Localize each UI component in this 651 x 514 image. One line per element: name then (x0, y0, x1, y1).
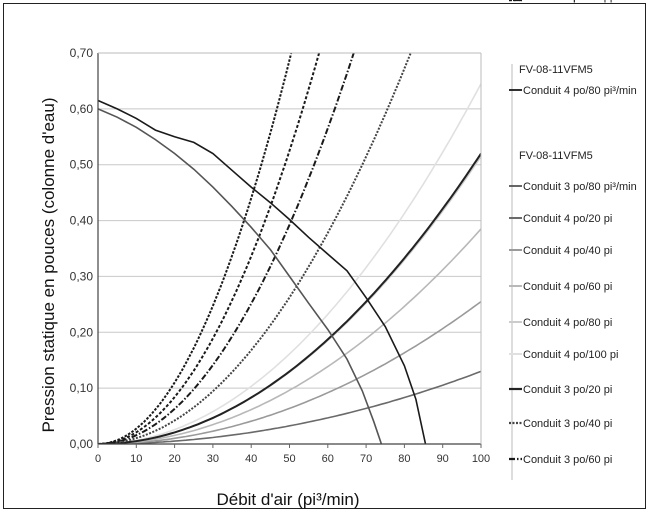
duct-curve-6 (98, 152, 481, 444)
fan-curve-2 (98, 108, 383, 444)
legend-label: Conduit 4 po/100 pi (523, 349, 618, 361)
duct-curve-4 (98, 155, 481, 444)
x-tick-label: 50 (283, 453, 295, 465)
legend-header: FV-08-11VFM5 (519, 150, 593, 162)
x-tick-label: 30 (207, 453, 219, 465)
legend-label: Conduit 4 po/80 pi³/min (523, 85, 637, 97)
x-axis-ticks: 0 10 20 30 40 50 60 70 80 90 100 (95, 444, 490, 465)
duct-curve-2 (98, 300, 481, 444)
legend-header: FV-08-11VFM5 (519, 64, 593, 76)
x-tick-label: 10 (130, 453, 142, 465)
x-tick-label: 100 (472, 453, 490, 465)
fan-curve-1 (98, 99, 427, 444)
x-tick-label: 80 (398, 453, 410, 465)
axes (97, 52, 482, 445)
legend-label: Conduit 3 po/60 pi (523, 454, 612, 466)
y-tick-label: 0,10 (70, 381, 94, 395)
legend-label: Conduit 3 po/40 pi (523, 418, 612, 430)
duct-curve-8 (98, 53, 355, 444)
y-tick-label: 0,30 (70, 269, 94, 283)
y-tick-label: 0,60 (70, 102, 94, 116)
duct-curve-9 (98, 53, 321, 444)
duct-curve-7 (98, 53, 412, 444)
x-tick-label: 0 (95, 453, 101, 465)
legend-label: Conduit 3 po/80 pi³/min (523, 181, 637, 193)
y-tick-label: 0,50 (70, 158, 94, 172)
data-curves (98, 53, 481, 444)
grid-lines (98, 52, 481, 445)
duct-curve-5 (98, 83, 481, 444)
y-tick-label: 0,70 (70, 46, 94, 60)
x-tick-label: 60 (322, 453, 334, 465)
duct-curve-3 (98, 228, 481, 444)
y-tick-label: 0,00 (70, 437, 94, 451)
x-tick-label: 40 (245, 453, 257, 465)
x-axis-label: Débit d'air (pi³/min) (216, 490, 359, 509)
legend-label: Conduit 4 po/40 pi (523, 245, 612, 257)
legend-label: Conduit 3 po/80 pi (523, 0, 612, 3)
legend-label: Conduit 3 po/100 pi (523, 0, 618, 3)
y-tick-label: 0,40 (70, 214, 94, 228)
x-tick-label: 90 (437, 453, 449, 465)
duct-curve-1 (98, 370, 481, 444)
y-axis-ticks: 0,00 0,10 0,20 0,30 0,40 0,50 0,60 0,70 (70, 46, 94, 451)
x-tick-label: 20 (168, 453, 180, 465)
x-tick-label: 70 (360, 453, 372, 465)
y-tick-label: 0,20 (70, 325, 94, 339)
legend: FV-08-11VFM5 Conduit 4 po/80 pi³/min FV-08… (509, 0, 637, 480)
legend-label: Conduit 3 po/20 pi (523, 384, 612, 396)
legend-label: Conduit 4 po/20 pi (523, 213, 612, 225)
legend-label: Conduit 4 po/60 pi (523, 281, 612, 293)
duct-curve-10 (98, 53, 293, 444)
chart-frame (3, 3, 646, 509)
y-axis-label: Pression statique en pouces (colonne d'e… (39, 98, 58, 433)
legend-label: Conduit 4 po/80 pi (523, 317, 612, 329)
